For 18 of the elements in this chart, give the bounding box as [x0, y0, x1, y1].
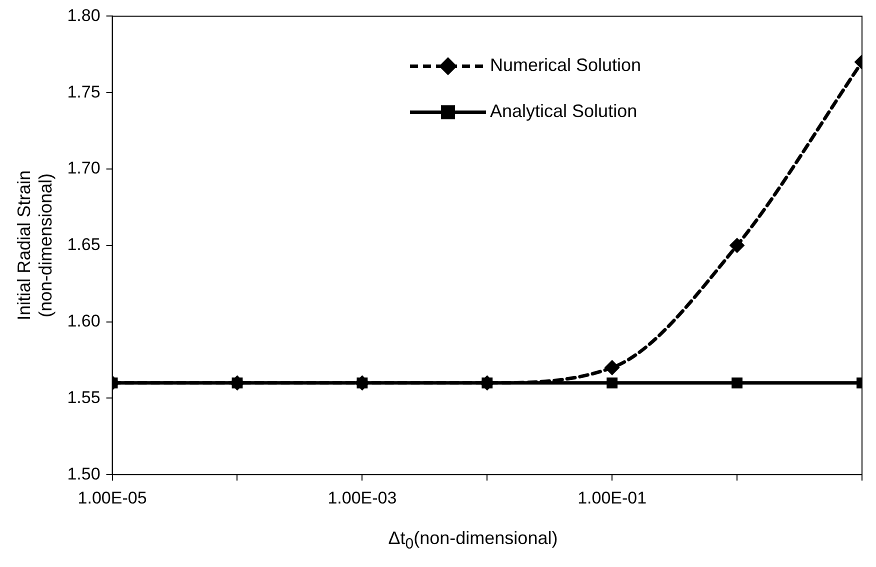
- point: [732, 377, 742, 388]
- y-tick-label: 1.55: [67, 388, 100, 407]
- y-tick-label: 1.70: [67, 158, 100, 178]
- x-tick-label: 1.00E-01: [578, 488, 647, 508]
- x-axis-title: Δt$_{0}$(non-dimensional): [387, 528, 559, 553]
- x-tick-label: 1.00E-03: [328, 488, 397, 508]
- y-tick-label: 1.80: [67, 6, 100, 25]
- legend-label: Numerical Solution: [490, 55, 642, 76]
- y-tick-label: 1.60: [67, 311, 100, 330]
- point: [606, 377, 618, 388]
- point: [604, 360, 620, 376]
- y-axis-title: Initial Radial Strain (non-dimensional): [14, 170, 56, 320]
- y-tick-label: 1.50: [67, 464, 100, 484]
- x-tick-label: 1.00E-05: [78, 488, 147, 508]
- y-tick-label: 1.65: [67, 235, 100, 254]
- legend-label: Analytical Solution: [490, 101, 638, 122]
- y-tick-label: 1.75: [67, 82, 100, 102]
- point: [730, 238, 745, 253]
